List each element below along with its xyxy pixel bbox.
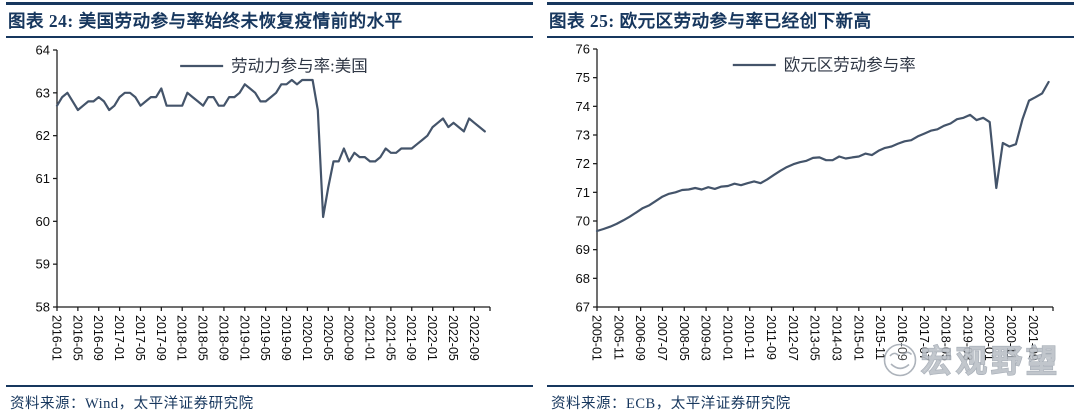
chart-title-us: 图表 24: 美国劳动参与率始终未恢复疫情前的水平: [6, 5, 533, 38]
x-tick-label: 2020-01: [300, 315, 314, 361]
y-tick-label: 71: [576, 185, 590, 200]
y-tick-label: 67: [576, 300, 590, 315]
x-tick-label: 2005-01: [590, 315, 604, 361]
x-tick-label: 2021-01: [363, 315, 377, 361]
x-tick-label: 2010-01: [720, 315, 734, 361]
y-tick-label: 68: [576, 271, 590, 286]
x-tick-label: 2020-05: [321, 315, 335, 361]
source-note-us: 资料来源：Wind，太平洋证券研究院: [6, 385, 533, 413]
y-tick-label: 70: [576, 214, 590, 229]
x-tick-label: 2019-09: [279, 315, 293, 361]
eurozone-lfpr-chart: 67 68 69 70 71 72 73 74 75 76 2005-01 2005-11 2006-0…: [576, 42, 1054, 361]
y-tick-label: 76: [576, 42, 590, 57]
watermark-text: 宏观野望: [921, 344, 1061, 379]
x-tick-label: 2017-07: [917, 315, 931, 361]
legend-label: 劳动力参与率:美国: [231, 57, 368, 76]
x-tick-label: 2018-05: [196, 315, 210, 361]
x-tick-label: 2021-05: [383, 315, 397, 361]
chart-title-eurozone: 图表 25: 欧元区劳动参与率已经创下新高: [547, 5, 1074, 38]
y-tick-label: 74: [576, 99, 590, 114]
x-tick-label: 2020-09: [342, 315, 356, 361]
x-tick-label: 2015-11: [873, 315, 887, 360]
panel-top-rule: [547, 2, 1074, 5]
x-tick-label: 2014-03: [830, 315, 844, 361]
series-line: [55, 78, 486, 219]
x-tick-label: 2018-01: [175, 315, 189, 361]
y-tick-label: 75: [576, 70, 590, 85]
y-tick-label: 63: [36, 85, 50, 100]
x-tick-label: 2019-01: [237, 315, 251, 361]
legend-label: 欧元区劳动参与率: [784, 56, 916, 75]
x-tick-label: 2010-11: [742, 315, 756, 360]
x-tick-label: 2013-05: [808, 315, 822, 361]
x-tick-label: 2018-05: [939, 315, 953, 361]
x-tick-label: 2016-05: [70, 315, 84, 361]
x-tick-label: 2016-09: [91, 315, 105, 361]
x-tick-label: 2016-09: [895, 315, 909, 361]
x-tick-label: 2017-01: [112, 315, 126, 361]
x-tick-label: 2012-07: [786, 315, 800, 361]
y-tick-label: 72: [576, 156, 590, 171]
x-tick-label: 2019-03: [960, 315, 974, 361]
x-tick-label: 2016-01: [50, 315, 64, 361]
x-tick-label: 2015-01: [851, 315, 865, 361]
source-note-eurozone: 资料来源：ECB，太平洋证券研究院: [547, 385, 1074, 413]
x-tick-label: 2021-09: [404, 315, 418, 361]
x-tick-label: 2022-01: [425, 315, 439, 361]
y-tick-label: 73: [576, 128, 590, 143]
watermark: 宏观野望: [883, 343, 1061, 380]
x-tick-label: 2022-09: [467, 315, 481, 361]
x-tick-label: 2021-09: [1026, 315, 1040, 361]
x-tick-label: 2006-09: [633, 315, 647, 361]
y-tick-label: 59: [36, 257, 50, 272]
x-tick-label: 2018-09: [216, 315, 230, 361]
panel-us-chart: 图表 24: 美国劳动参与率始终未恢复疫情前的水平 58 59 60 61 62 63 64…: [6, 2, 533, 413]
x-tick-label: 2005-11: [611, 315, 625, 360]
x-tick-label: 2020-11: [1004, 315, 1018, 360]
panel-eurozone-chart: 图表 25: 欧元区劳动参与率已经创下新高 67 68 69 70 71 72 73 74 75…: [547, 2, 1074, 413]
y-tick-label: 60: [36, 214, 50, 229]
y-tick-label: 64: [36, 43, 50, 58]
x-tick-label: 2022-05: [446, 315, 460, 361]
y-tick-label: 61: [36, 171, 50, 186]
us-lfpr-chart: 58 59 60 61 62 63 64 2016-01 2016-05 2016-09 2017-…: [36, 43, 491, 361]
series-line: [595, 80, 1050, 233]
x-tick-label: 2009-03: [699, 315, 713, 361]
smiley-face-icon: [883, 343, 917, 377]
x-tick-label: 2007-07: [655, 315, 669, 361]
x-tick-label: 2008-05: [677, 315, 691, 361]
y-tick-label: 62: [36, 128, 50, 143]
panel-top-rule: [6, 2, 533, 5]
x-tick-label: 2019-05: [258, 315, 272, 361]
x-tick-label: 2017-09: [154, 315, 168, 361]
y-tick-label: 58: [36, 300, 50, 315]
x-tick-label: 2017-05: [133, 315, 147, 361]
y-tick-label: 69: [576, 242, 590, 257]
x-tick-label: 2020-01: [982, 315, 996, 361]
x-tick-label: 2011-09: [764, 315, 778, 360]
